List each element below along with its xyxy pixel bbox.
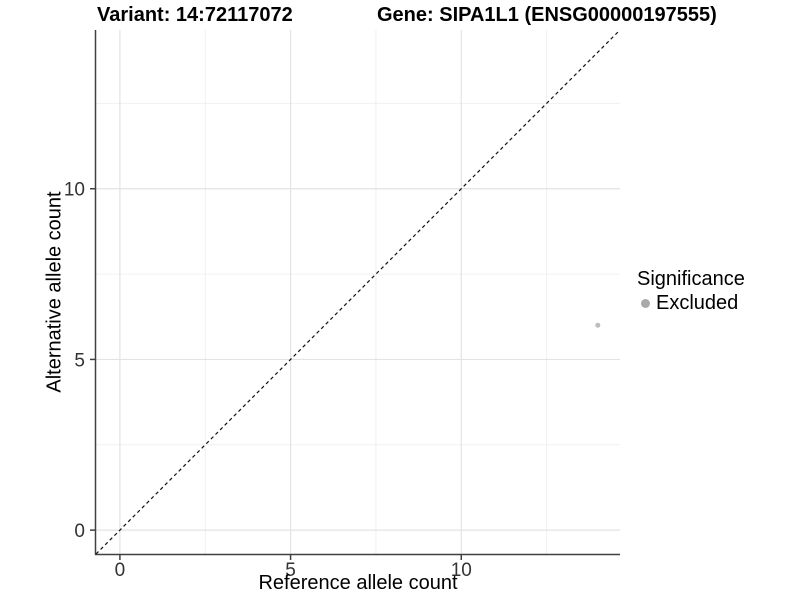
- y-tick-label: 5: [74, 350, 85, 371]
- legend-title: Significance: [637, 268, 745, 290]
- x-axis-label: Reference allele count: [258, 572, 458, 594]
- data-point: [595, 322, 601, 328]
- y-tick-label: 0: [74, 521, 85, 542]
- y-tick-label: 10: [64, 180, 85, 201]
- x-tick-label: 0: [115, 560, 126, 581]
- variant-title: Variant: 14:72117072: [97, 4, 293, 26]
- identity-line: [95, 29, 621, 555]
- legend-item-label: Excluded: [656, 292, 739, 314]
- y-axis-label: Alternative allele count: [43, 191, 66, 393]
- gene-title: Gene: SIPA1L1 (ENSG00000197555): [377, 4, 717, 26]
- legend-point-icon: [641, 298, 650, 308]
- x-tick-label: 5: [285, 560, 296, 581]
- legend-item-excluded: Excluded: [637, 291, 745, 315]
- legend: Significance Excluded: [637, 267, 745, 315]
- x-tick-label: 10: [451, 560, 472, 581]
